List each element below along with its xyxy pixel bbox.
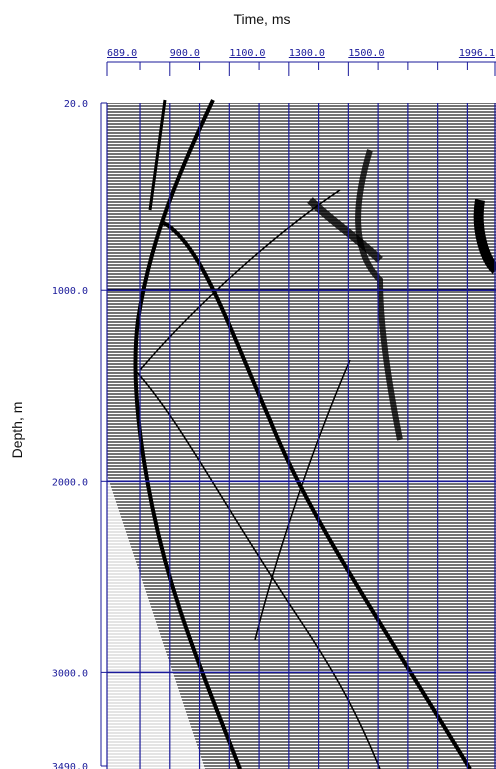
muted-hatch: [107, 475, 205, 769]
events: [133, 99, 496, 769]
x-axis-title: Time, ms: [233, 11, 290, 27]
y-tick-label: 1000.0: [52, 286, 88, 297]
x-tick-label: 1300.0: [289, 48, 325, 59]
event: [148, 99, 167, 211]
trace-background: [107, 103, 496, 769]
event: [161, 220, 472, 769]
x-tick-label: 689.0: [107, 48, 137, 59]
y-tick-label: 3000.0: [52, 668, 88, 679]
y-axis-title: Depth, m: [9, 402, 25, 459]
event: [134, 369, 381, 769]
x-tick-label: 1996.1: [459, 48, 495, 59]
event: [355, 149, 403, 441]
x-tick-label: 1100.0: [229, 48, 265, 59]
event: [133, 99, 242, 769]
x-tick-label: 1500.0: [348, 48, 384, 59]
y-tick-label: 3490.0: [52, 762, 88, 769]
event: [473, 199, 496, 274]
x-tick-label: 900.0: [170, 48, 200, 59]
trace-area: [107, 99, 496, 769]
y-tick-label: 2000.0: [52, 477, 88, 488]
y-tick-label: 20.0: [64, 99, 88, 110]
event: [307, 197, 383, 263]
event: [254, 359, 351, 641]
